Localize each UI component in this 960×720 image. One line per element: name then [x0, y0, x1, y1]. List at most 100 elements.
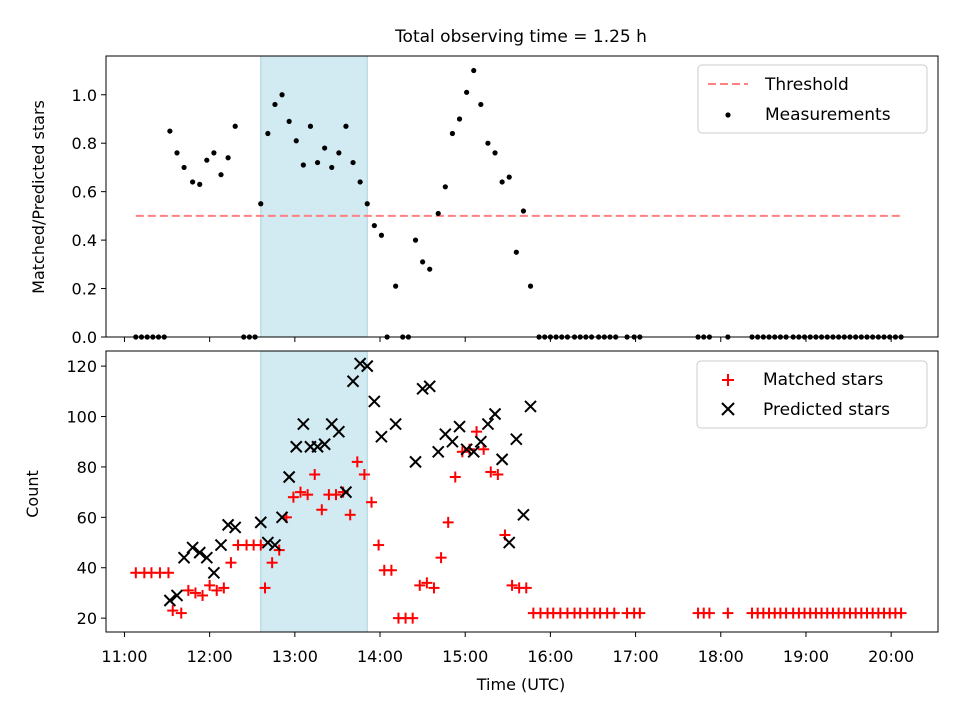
x-tick-label: 13:00 [272, 647, 318, 666]
measurement-point [357, 179, 363, 185]
measurement-point [520, 208, 527, 214]
y-tick-label: 0.0 [72, 328, 97, 347]
measurement-point [336, 150, 342, 156]
predicted-star-point [290, 440, 303, 453]
matched-star-point [344, 509, 356, 521]
x-axis-label: Time (UTC) [476, 675, 565, 694]
matched-star-point [449, 471, 461, 483]
top-axes-frame [105, 55, 939, 338]
matched-star-point [373, 539, 385, 551]
predicted-star-point [177, 551, 191, 564]
matched-star-point [520, 582, 532, 594]
predicted-star-point [432, 445, 445, 459]
predicted-star-point [339, 485, 353, 499]
legend-predicted-label: Predicted stars [763, 400, 890, 420]
measurement-point [364, 201, 370, 207]
measurement-point [265, 130, 271, 137]
predicted-star-point [503, 536, 516, 549]
x-tick-label: 16:00 [527, 647, 573, 666]
top-y-axis-label: Matched/Predicted stars [29, 100, 48, 294]
matched-star-point [385, 564, 397, 576]
x-tick-label: 17:00 [613, 647, 659, 666]
measurement-point [343, 123, 349, 129]
matched-star-point [414, 579, 426, 591]
y-tick-label: 120 [66, 357, 97, 376]
matched-star-point [330, 489, 342, 501]
matched-star-point [302, 489, 314, 501]
matched-star-point [366, 496, 378, 508]
y-tick-label: 0.2 [72, 280, 97, 299]
predicted-star-point [186, 541, 199, 554]
matched-star-point [266, 557, 278, 569]
predicted-star-point [375, 430, 388, 443]
matched-star-point [634, 607, 646, 619]
matched-star-point [309, 468, 321, 480]
matched-star-point [211, 584, 223, 596]
measurement-point [435, 210, 441, 217]
predicted-star-point [275, 511, 289, 524]
top-legend: Threshold Measurements [697, 64, 928, 134]
measurement-point [211, 150, 217, 156]
measurement-point [197, 181, 203, 187]
x-tick-label: 19:00 [783, 647, 829, 666]
predicted-star-point [368, 395, 381, 408]
measurement-point [350, 159, 356, 166]
predicted-star-point [200, 551, 214, 564]
predicted-star-point [416, 382, 429, 396]
measurement-point [499, 179, 505, 185]
predicted-star-point [282, 470, 296, 484]
y-tick-label: 0.6 [72, 183, 97, 202]
predicted-star-point [453, 420, 466, 433]
predicted-star-point [228, 521, 242, 534]
matched-star-point [492, 468, 504, 480]
y-tick-label: 20 [77, 609, 97, 628]
matched-star-point [506, 579, 518, 591]
measurement-point [420, 259, 426, 265]
y-tick-label: 1.0 [72, 86, 97, 105]
matched-star-point [189, 587, 201, 599]
measurement-point [427, 266, 433, 272]
matched-star-point [442, 516, 454, 528]
predicted-star-point [163, 594, 177, 607]
bottom-legend: Matched stars Predicted stars [696, 360, 928, 429]
y-tick-label: 100 [66, 408, 97, 427]
legend-measurements-swatch [725, 112, 731, 118]
matched-stars-layer [130, 426, 907, 624]
matched-star-point [351, 456, 363, 468]
measurement-point [190, 179, 196, 185]
matched-star-point [175, 607, 187, 619]
measurement-point [181, 164, 187, 171]
measurement-point [218, 172, 224, 178]
predicted-star-point [460, 443, 473, 456]
matched-star-point [428, 582, 440, 594]
bottom-panel: 20 40 60 80 100 120 11:00 12:00 13:00 14:00 15:00… [23, 350, 939, 694]
measurement-point [258, 201, 264, 207]
matched-star-point [456, 446, 468, 458]
matched-star-point [197, 589, 209, 601]
predicted-star-point [389, 417, 402, 431]
measurement-point [293, 138, 299, 144]
matched-star-point [295, 486, 307, 498]
matched-star-point [204, 579, 216, 591]
matched-star-point [162, 567, 174, 579]
y-tick-label: 0.8 [72, 134, 97, 153]
x-tick-label: 12:00 [187, 647, 233, 666]
matched-star-point [316, 504, 328, 516]
measurement-point [204, 157, 210, 163]
matched-star-point [703, 607, 715, 619]
y-tick-label: 80 [77, 458, 97, 477]
measurement-point [371, 222, 377, 229]
y-tick-label: 0.4 [72, 231, 97, 250]
measurement-point [412, 237, 419, 243]
predicted-star-point [170, 589, 184, 602]
predicted-star-point [221, 518, 235, 532]
measurement-point [307, 123, 314, 129]
predicted-star-point [346, 375, 360, 388]
bottom-x-ticks: 11:00 12:00 13:00 14:00 15:00 16:00 17:00 18:00… [101, 632, 914, 666]
predicted-star-point [311, 440, 324, 453]
matched-star-point [167, 605, 179, 617]
matched-star-point [259, 582, 271, 594]
observing-window-span [260, 55, 368, 338]
predicted-star-point [446, 435, 459, 448]
